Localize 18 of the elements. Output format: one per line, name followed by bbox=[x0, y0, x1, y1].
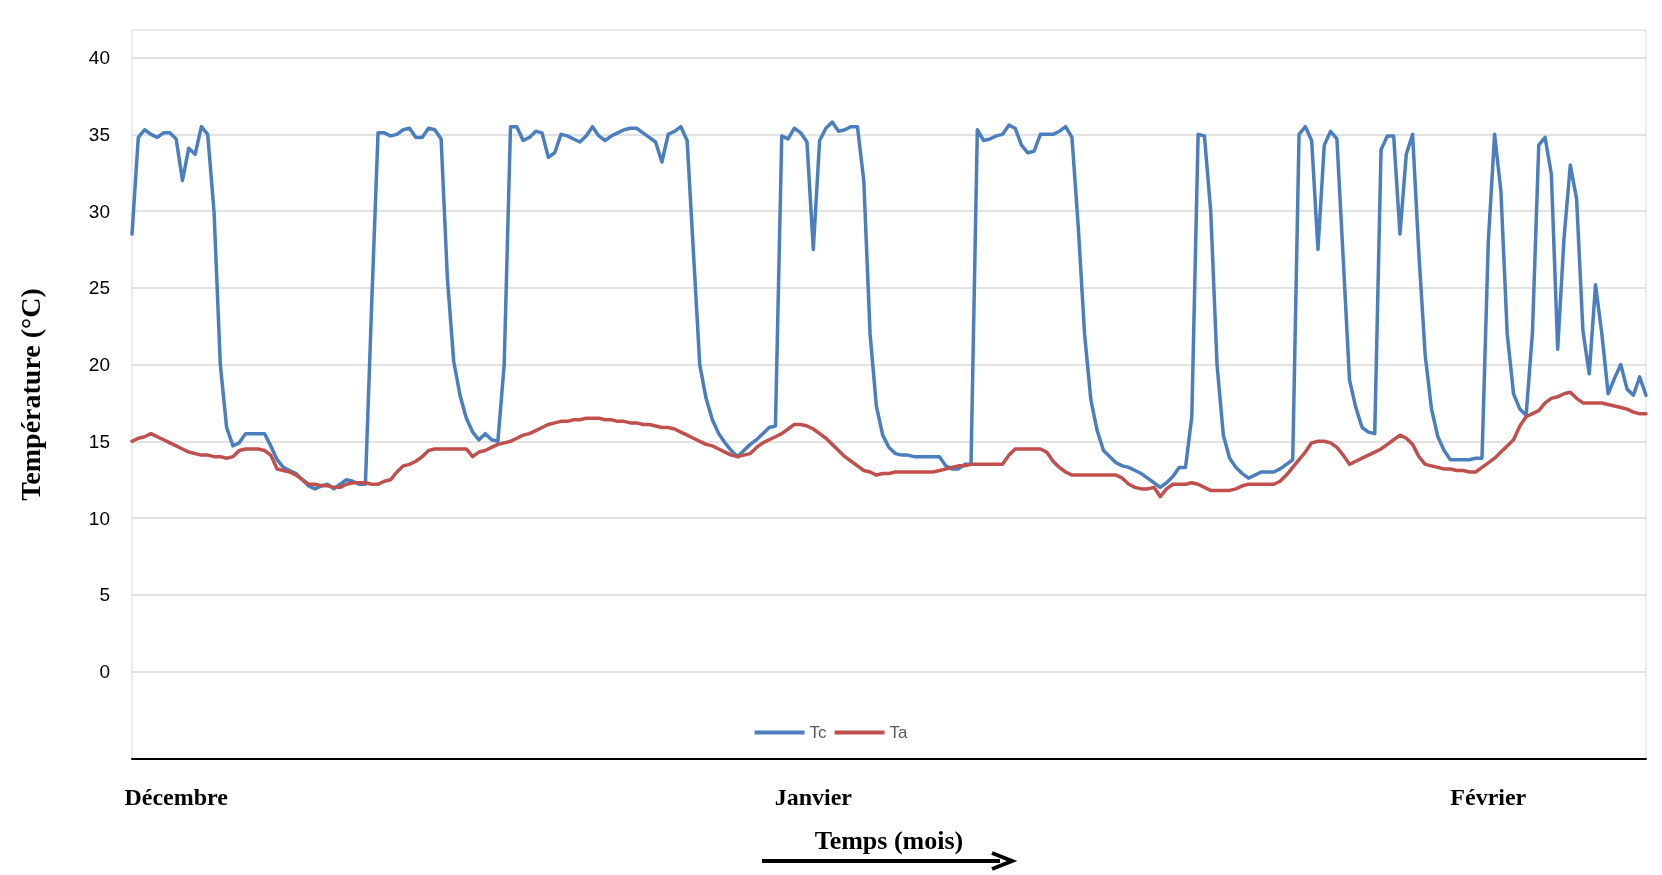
line-series bbox=[130, 120, 1648, 491]
y-tick-label: 30 bbox=[88, 200, 110, 222]
y-tick-label: 40 bbox=[88, 47, 110, 69]
legend-label: Ta bbox=[889, 723, 909, 742]
y-tick-label: 10 bbox=[88, 507, 110, 529]
x-tick-label: Décembre bbox=[124, 784, 229, 810]
y-tick-label: 15 bbox=[88, 430, 110, 452]
y-tick-label: 5 bbox=[99, 584, 110, 606]
x-tick-label: Janvier bbox=[774, 784, 853, 810]
y-tick-label: 25 bbox=[88, 277, 110, 299]
y-tick-label: 35 bbox=[88, 123, 110, 145]
y-axis-title: Température (°C) bbox=[14, 288, 46, 501]
y-tick-label: 0 bbox=[99, 661, 110, 683]
y-tick-label: 20 bbox=[88, 354, 110, 376]
legend-label: Tc bbox=[809, 723, 828, 742]
x-tick-label: Février bbox=[1450, 784, 1527, 810]
line-series bbox=[130, 390, 1648, 499]
x-axis-title: Temps (mois) bbox=[814, 825, 964, 855]
